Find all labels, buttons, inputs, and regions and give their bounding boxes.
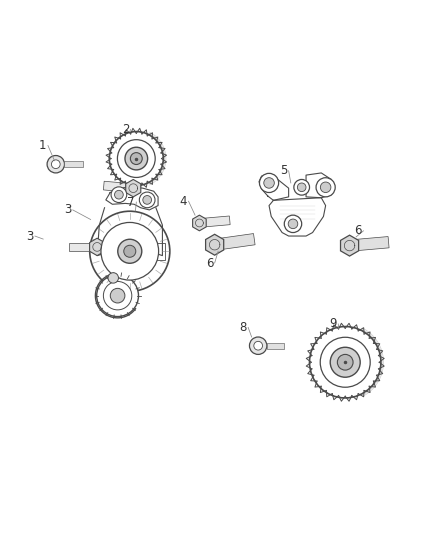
Circle shape [118,239,142,263]
Circle shape [264,177,274,188]
Circle shape [47,156,64,173]
Circle shape [297,183,306,191]
Text: 3: 3 [26,230,33,243]
Circle shape [103,281,132,310]
Polygon shape [103,181,134,192]
Polygon shape [105,208,156,254]
Circle shape [337,354,353,370]
Polygon shape [306,173,333,198]
Circle shape [108,273,118,283]
Circle shape [254,341,262,350]
Circle shape [139,192,155,208]
Text: 5: 5 [280,164,287,177]
Polygon shape [259,176,289,200]
Text: 9: 9 [329,318,337,330]
Circle shape [110,132,163,185]
Circle shape [101,222,159,280]
Circle shape [125,147,148,170]
Text: 4: 4 [180,195,187,208]
Polygon shape [205,235,224,255]
Text: 7: 7 [127,196,135,208]
Circle shape [284,215,302,232]
Circle shape [110,288,125,303]
Polygon shape [193,215,206,231]
Circle shape [117,140,155,177]
Circle shape [97,275,138,317]
Polygon shape [106,187,158,210]
Polygon shape [156,243,165,260]
Circle shape [259,173,279,192]
Circle shape [330,348,360,377]
Polygon shape [349,237,389,251]
Circle shape [111,187,127,203]
Text: 1: 1 [39,139,46,152]
Polygon shape [199,216,230,227]
Circle shape [115,190,123,199]
Polygon shape [69,243,97,251]
Polygon shape [267,343,284,349]
Polygon shape [64,161,83,167]
Text: 6: 6 [206,256,213,270]
Circle shape [124,245,136,257]
Circle shape [294,180,310,195]
Circle shape [90,211,170,292]
Circle shape [316,177,335,197]
Circle shape [51,160,60,168]
Polygon shape [90,238,105,256]
Polygon shape [340,235,359,256]
Text: 3: 3 [64,204,71,216]
Circle shape [320,337,370,387]
Text: 2: 2 [122,123,129,136]
Circle shape [288,219,298,229]
Polygon shape [126,180,141,197]
Circle shape [143,196,152,204]
Polygon shape [214,233,255,251]
Text: 6: 6 [354,224,362,237]
Circle shape [131,152,142,165]
Polygon shape [269,198,325,236]
Circle shape [320,182,331,192]
Text: 8: 8 [239,321,247,334]
Circle shape [250,337,267,354]
Circle shape [310,327,381,398]
